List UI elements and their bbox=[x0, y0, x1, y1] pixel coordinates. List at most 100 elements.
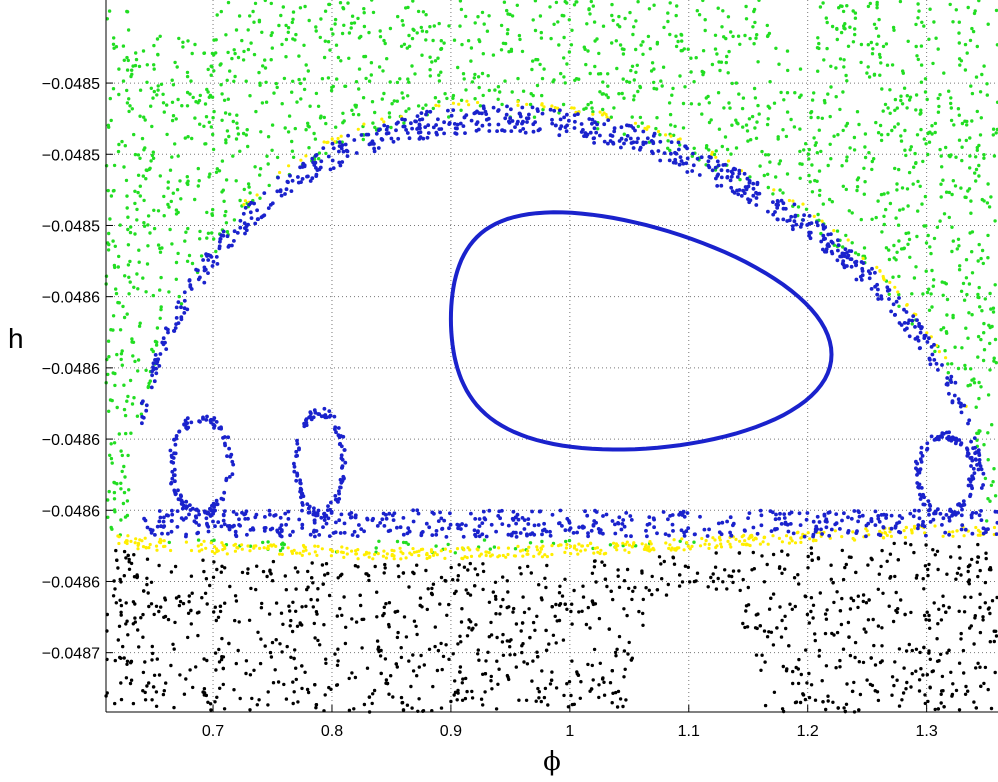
black-point bbox=[514, 622, 519, 626]
green-point bbox=[606, 72, 610, 76]
black-point bbox=[957, 661, 962, 665]
green-point bbox=[374, 546, 378, 550]
blue-point bbox=[624, 511, 629, 515]
blue-point bbox=[416, 130, 421, 135]
yellow-point bbox=[411, 547, 415, 551]
black-point bbox=[597, 683, 601, 687]
blue-point bbox=[337, 489, 341, 493]
black-point bbox=[803, 594, 807, 598]
green-point bbox=[649, 69, 654, 73]
green-point bbox=[185, 259, 190, 263]
yellow-point bbox=[801, 202, 805, 206]
series-green-chaotic-sea bbox=[104, 0, 998, 555]
black-point bbox=[234, 599, 239, 603]
black-point bbox=[249, 586, 253, 591]
blue-point bbox=[681, 161, 686, 166]
green-point bbox=[304, 63, 308, 67]
yellow-point bbox=[162, 539, 166, 543]
yellow-point bbox=[466, 546, 470, 550]
black-point bbox=[261, 569, 266, 574]
green-point bbox=[382, 91, 386, 96]
green-point bbox=[347, 56, 351, 60]
black-point bbox=[871, 617, 875, 622]
black-point bbox=[407, 585, 411, 589]
green-point bbox=[584, 106, 588, 110]
yellow-point bbox=[221, 543, 225, 547]
blue-point bbox=[835, 258, 840, 263]
green-point bbox=[189, 79, 193, 83]
black-point bbox=[320, 563, 325, 567]
blue-point bbox=[728, 515, 733, 520]
green-point bbox=[963, 68, 968, 72]
green-point bbox=[179, 302, 184, 306]
blue-point bbox=[827, 533, 832, 538]
green-point bbox=[284, 37, 289, 42]
blue-point bbox=[317, 533, 322, 537]
yellow-point bbox=[376, 552, 380, 556]
blue-point bbox=[873, 523, 878, 527]
green-point bbox=[655, 116, 659, 120]
black-point bbox=[489, 679, 493, 683]
blue-point bbox=[448, 511, 452, 516]
black-point bbox=[947, 648, 951, 652]
black-point bbox=[200, 596, 204, 600]
green-point bbox=[341, 111, 345, 116]
blue-point bbox=[249, 201, 254, 205]
yellow-point bbox=[698, 544, 703, 548]
green-point bbox=[994, 361, 998, 365]
blue-point bbox=[518, 531, 523, 535]
black-point bbox=[188, 668, 192, 672]
blue-point bbox=[391, 139, 396, 144]
green-point bbox=[828, 114, 832, 119]
green-point bbox=[901, 71, 905, 75]
yellow-point bbox=[766, 542, 770, 546]
green-point bbox=[184, 230, 188, 234]
black-point bbox=[940, 674, 945, 679]
blue-point bbox=[153, 353, 158, 357]
green-point bbox=[725, 54, 729, 59]
black-point bbox=[147, 604, 151, 609]
blue-point bbox=[842, 511, 846, 516]
blue-point bbox=[204, 516, 209, 521]
black-point bbox=[857, 660, 861, 664]
green-point bbox=[588, 12, 592, 16]
green-point bbox=[977, 285, 981, 290]
blue-point bbox=[829, 232, 833, 237]
black-point bbox=[375, 639, 380, 643]
yellow-point bbox=[812, 214, 816, 218]
black-point bbox=[909, 543, 913, 547]
black-point bbox=[519, 572, 523, 576]
black-point bbox=[949, 555, 953, 559]
green-point bbox=[165, 103, 169, 107]
blue-point bbox=[587, 117, 592, 121]
green-point bbox=[373, 125, 377, 130]
green-point bbox=[991, 127, 996, 131]
black-point bbox=[114, 601, 119, 605]
green-point bbox=[439, 46, 444, 51]
green-point bbox=[692, 80, 696, 84]
green-point bbox=[766, 33, 770, 38]
green-point bbox=[369, 73, 373, 77]
green-point bbox=[916, 209, 920, 213]
green-point bbox=[233, 51, 237, 56]
black-point bbox=[694, 579, 698, 583]
green-point bbox=[913, 151, 917, 156]
green-point bbox=[894, 258, 898, 262]
blue-point bbox=[188, 503, 192, 507]
black-point bbox=[522, 610, 527, 615]
blue-point bbox=[302, 421, 306, 426]
green-point bbox=[407, 107, 411, 111]
blue-point bbox=[716, 163, 721, 168]
green-point bbox=[885, 63, 890, 67]
black-point bbox=[427, 647, 432, 651]
green-point bbox=[916, 16, 920, 20]
black-point bbox=[455, 698, 459, 702]
blue-point bbox=[152, 379, 157, 384]
green-point bbox=[785, 91, 790, 95]
green-point bbox=[842, 58, 846, 62]
green-point bbox=[598, 90, 602, 94]
green-point bbox=[774, 46, 778, 50]
green-point bbox=[146, 244, 150, 248]
green-point bbox=[872, 22, 877, 26]
green-point bbox=[765, 23, 769, 28]
